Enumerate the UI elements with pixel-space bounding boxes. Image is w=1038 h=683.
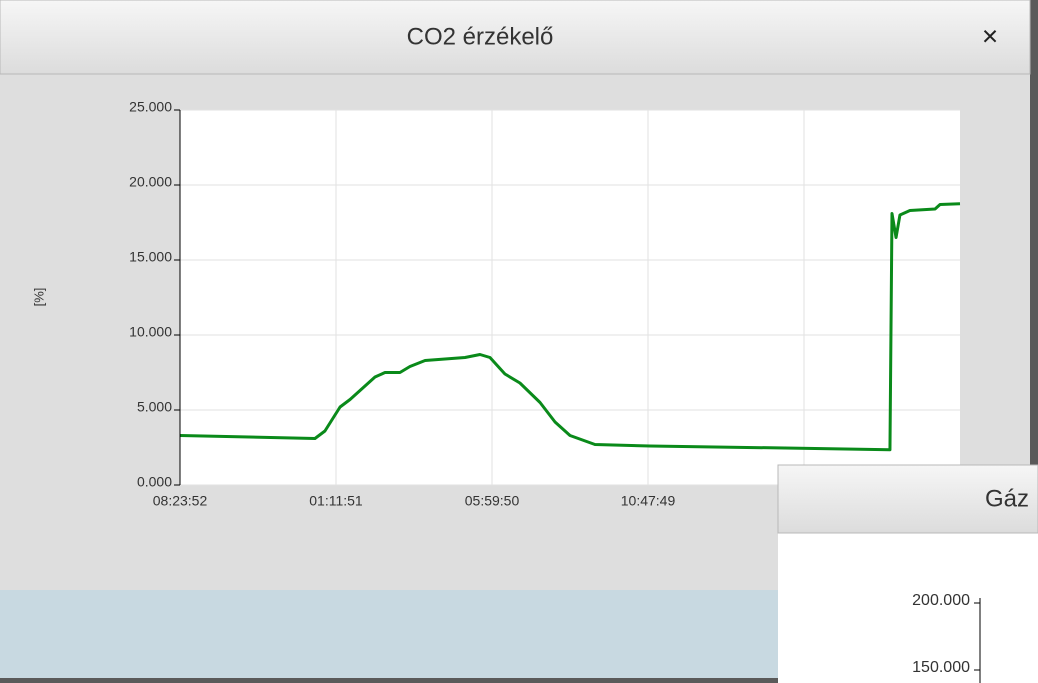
y-tick-label: 20.000 <box>129 174 172 190</box>
overlay-y-tick-label: 150.000 <box>912 659 970 676</box>
window-title: CO2 érzékelő <box>407 23 554 50</box>
y-tick-label: 0.000 <box>137 474 172 490</box>
x-tick-label: 10:47:49 <box>621 493 676 509</box>
overlay-title-bar <box>777 464 1038 534</box>
y-axis-label: [%] <box>31 288 46 307</box>
y-tick-label: 5.000 <box>137 399 172 415</box>
data-line <box>179 202 961 452</box>
x-tick-label: 01:11:51 <box>309 493 363 509</box>
y-tick-label: 10.000 <box>129 324 172 340</box>
close-button[interactable]: × <box>982 20 998 51</box>
x-tick-label: 08:23:52 <box>153 493 208 509</box>
overlay-y-tick-label: 200.000 <box>912 592 970 609</box>
x-tick-label: 05:59:50 <box>465 493 520 509</box>
plot-area <box>180 110 960 485</box>
overlay-title: Gáz <box>985 485 1029 512</box>
title-bar <box>0 0 1031 75</box>
y-tick-label: 15.000 <box>129 249 172 265</box>
y-tick-label: 25.000 <box>129 99 172 115</box>
